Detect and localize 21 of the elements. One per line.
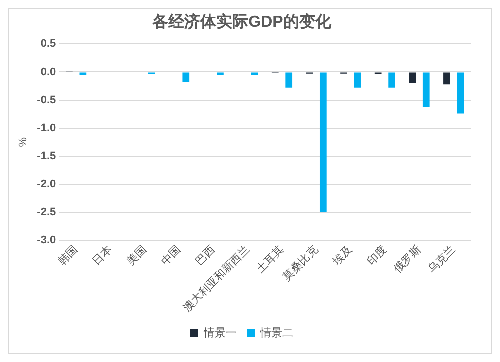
y-tick-label: 0.5 [40, 38, 56, 50]
y-tick-label: -1.0 [37, 122, 56, 134]
y-tick-label: -1.5 [37, 150, 56, 162]
x-tick-label: 埃及 [330, 243, 356, 269]
y-tick-label: -2.5 [37, 206, 56, 218]
legend-label: 情景一 [203, 326, 237, 340]
x-tick-label: 美国 [124, 243, 150, 268]
y-axis-title: % [18, 137, 30, 148]
y-tick-label: 0.0 [40, 66, 56, 78]
x-tick-label: 印度 [364, 243, 390, 268]
x-tick-label: 日本 [90, 243, 115, 268]
y-tick-label: -3.0 [37, 234, 56, 246]
y-tick-label: -0.5 [37, 94, 56, 106]
x-tick-label: 乌克兰 [426, 243, 458, 276]
x-tick-label: 巴西 [194, 244, 218, 268]
legend-label: 情景二 [260, 326, 294, 340]
x-tick-label: 俄罗斯 [391, 243, 424, 276]
y-tick-label: -2.0 [37, 178, 56, 190]
x-tick-label: 中国 [158, 243, 184, 268]
x-tick-label: 韩国 [56, 243, 81, 268]
chart-title: 各经济体实际GDP的变化 [152, 13, 332, 32]
